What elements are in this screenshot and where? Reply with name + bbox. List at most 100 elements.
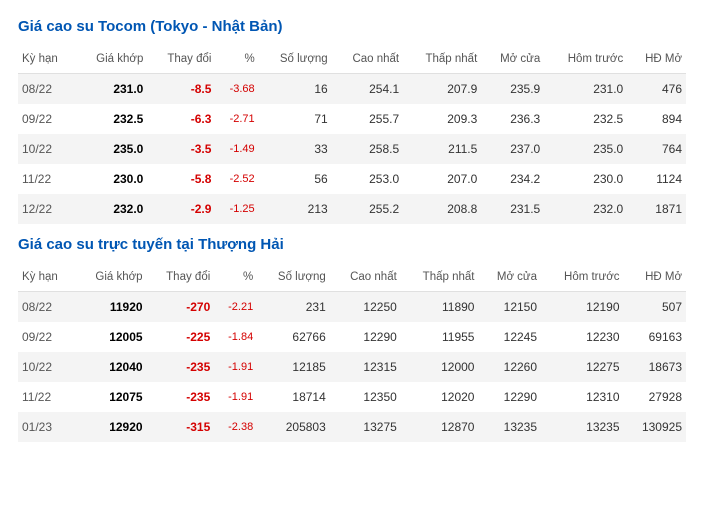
cell-price: 230.0	[75, 164, 147, 194]
cell-open: 236.3	[481, 104, 544, 134]
cell-change: -270	[147, 292, 215, 323]
cell-vol: 18714	[257, 382, 330, 412]
cell-high: 12290	[330, 322, 401, 352]
cell-pct: -3.68	[215, 74, 258, 105]
cell-oi: 764	[627, 134, 686, 164]
col-header: Kỳ hạn	[18, 263, 75, 292]
col-header: Cao nhất	[330, 263, 401, 292]
cell-vol: 231	[257, 292, 330, 323]
cell-change: -235	[147, 352, 215, 382]
cell-prev: 12190	[541, 292, 623, 323]
cell-change: -2.9	[147, 194, 215, 224]
cell-pct: -2.52	[215, 164, 258, 194]
cell-oi: 18673	[624, 352, 686, 382]
cell-term: 10/22	[18, 352, 75, 382]
cell-low: 12020	[401, 382, 479, 412]
cell-change: -6.3	[147, 104, 215, 134]
cell-prev: 12230	[541, 322, 623, 352]
cell-oi: 69163	[624, 322, 686, 352]
cell-oi: 507	[624, 292, 686, 323]
cell-low: 208.8	[403, 194, 481, 224]
table-row: 11/22230.0-5.8-2.5256253.0207.0234.2230.…	[18, 164, 686, 194]
cell-open: 13235	[478, 412, 541, 442]
cell-oi: 1124	[627, 164, 686, 194]
cell-high: 12350	[330, 382, 401, 412]
cell-vol: 205803	[257, 412, 330, 442]
cell-pct: -2.38	[214, 412, 257, 442]
cell-high: 12250	[330, 292, 401, 323]
cell-pct: -1.25	[215, 194, 258, 224]
cell-change: -3.5	[147, 134, 215, 164]
col-header: Kỳ hạn	[18, 45, 75, 74]
cell-open: 237.0	[481, 134, 544, 164]
col-header: Cao nhất	[332, 45, 403, 74]
cell-price: 12040	[75, 352, 147, 382]
cell-price: 232.0	[75, 194, 147, 224]
cell-prev: 13235	[541, 412, 623, 442]
table-row: 12/22232.0-2.9-1.25213255.2208.8231.5232…	[18, 194, 686, 224]
cell-prev: 12310	[541, 382, 623, 412]
cell-vol: 213	[259, 194, 332, 224]
table-row: 09/2212005-225-1.84627661229011955122451…	[18, 322, 686, 352]
cell-pct: -1.91	[214, 382, 257, 412]
table-row: 08/2211920-270-2.21231122501189012150121…	[18, 292, 686, 323]
cell-price: 232.5	[75, 104, 147, 134]
table-row: 11/2212075-235-1.91187141235012020122901…	[18, 382, 686, 412]
cell-low: 211.5	[403, 134, 481, 164]
cell-open: 12245	[478, 322, 541, 352]
cell-low: 11890	[401, 292, 479, 323]
cell-term: 11/22	[18, 382, 75, 412]
cell-oi: 130925	[624, 412, 686, 442]
col-header: Thấp nhất	[403, 45, 481, 74]
cell-vol: 16	[259, 74, 332, 105]
price-table-1: Kỳ hạnGiá khớpThay đổi%Số lượngCao nhấtT…	[18, 263, 686, 442]
col-header: Hôm trước	[544, 45, 627, 74]
cell-term: 09/22	[18, 322, 75, 352]
cell-price: 12005	[75, 322, 147, 352]
cell-term: 08/22	[18, 74, 75, 105]
col-header: Mở cửa	[478, 263, 541, 292]
cell-open: 234.2	[481, 164, 544, 194]
cell-change: -5.8	[147, 164, 215, 194]
cell-price: 11920	[75, 292, 147, 323]
cell-pct: -1.84	[214, 322, 257, 352]
col-header: Giá khớp	[75, 45, 147, 74]
cell-open: 12150	[478, 292, 541, 323]
cell-vol: 56	[259, 164, 332, 194]
cell-term: 01/23	[18, 412, 75, 442]
cell-high: 255.7	[332, 104, 403, 134]
col-header: HĐ Mở	[627, 45, 686, 74]
cell-change: -315	[147, 412, 215, 442]
col-header: Thấp nhất	[401, 263, 479, 292]
cell-open: 235.9	[481, 74, 544, 105]
cell-price: 12920	[75, 412, 147, 442]
cell-open: 12290	[478, 382, 541, 412]
cell-high: 255.2	[332, 194, 403, 224]
cell-low: 207.9	[403, 74, 481, 105]
table-row: 09/22232.5-6.3-2.7171255.7209.3236.3232.…	[18, 104, 686, 134]
cell-oi: 27928	[624, 382, 686, 412]
cell-vol: 62766	[257, 322, 330, 352]
col-header: Giá khớp	[75, 263, 147, 292]
cell-open: 231.5	[481, 194, 544, 224]
cell-oi: 476	[627, 74, 686, 105]
cell-pct: -1.49	[215, 134, 258, 164]
cell-high: 12315	[330, 352, 401, 382]
cell-price: 12075	[75, 382, 147, 412]
cell-prev: 232.0	[544, 194, 627, 224]
table-row: 10/2212040-235-1.91121851231512000122601…	[18, 352, 686, 382]
cell-price: 235.0	[75, 134, 147, 164]
table-row: 01/2312920-315-2.38205803132751287013235…	[18, 412, 686, 442]
cell-pct: -2.71	[215, 104, 258, 134]
cell-low: 207.0	[403, 164, 481, 194]
col-header: Thay đổi	[147, 263, 215, 292]
cell-prev: 231.0	[544, 74, 627, 105]
cell-term: 12/22	[18, 194, 75, 224]
cell-low: 12000	[401, 352, 479, 382]
cell-price: 231.0	[75, 74, 147, 105]
cell-pct: -2.21	[214, 292, 257, 323]
col-header: Số lượng	[257, 263, 330, 292]
price-table-0: Kỳ hạnGiá khớpThay đổi%Số lượngCao nhấtT…	[18, 45, 686, 224]
cell-term: 09/22	[18, 104, 75, 134]
section-title-0: Giá cao su Tocom (Tokyo - Nhật Bản)	[18, 18, 686, 35]
